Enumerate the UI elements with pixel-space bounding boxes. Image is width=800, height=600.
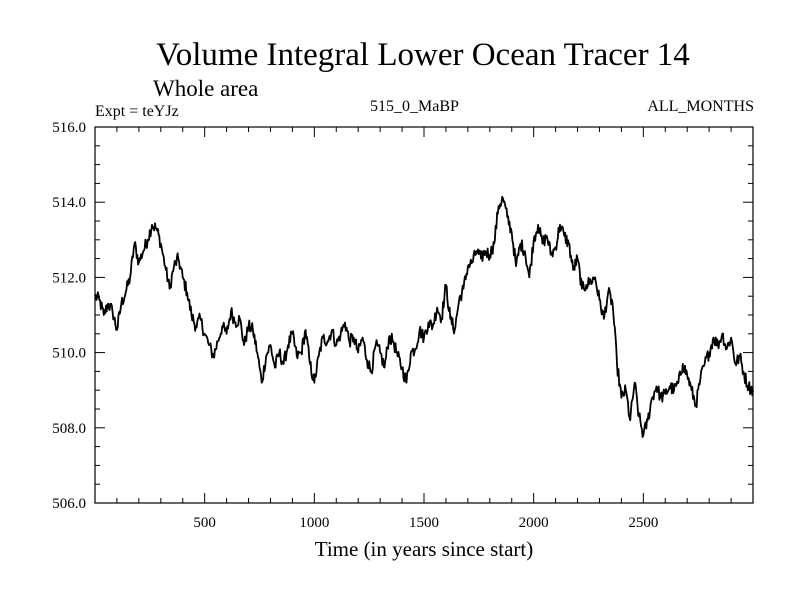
x-tick-label: 2500 bbox=[628, 515, 658, 531]
x-tick-label: 500 bbox=[193, 515, 216, 531]
x-tick-label: 1000 bbox=[299, 515, 329, 531]
period-label: 515_0_MaBP bbox=[370, 98, 459, 115]
y-axis-ticks bbox=[95, 145, 753, 485]
x-axis-tick-labels: 500 1000 1500 2000 2500 bbox=[193, 515, 658, 531]
y-axis-tick-labels: 506.0 508.0 510.0 512.0 514.0 516.0 bbox=[52, 120, 86, 512]
x-axis-label: Time (in years since start) bbox=[315, 537, 534, 561]
experiment-label: Expt = teYJz bbox=[95, 103, 179, 120]
x-tick-label: 1500 bbox=[409, 515, 439, 531]
y-tick-label: 512.0 bbox=[52, 270, 86, 286]
y-tick-label: 508.0 bbox=[52, 421, 86, 437]
chart-title: Volume Integral Lower Ocean Tracer 14 bbox=[156, 37, 690, 73]
y-tick-label: 506.0 bbox=[52, 496, 86, 512]
y-tick-label: 510.0 bbox=[52, 346, 86, 362]
y-tick-label: 514.0 bbox=[52, 195, 86, 211]
months-label: ALL_MONTHS bbox=[647, 98, 754, 115]
x-tick-label: 2000 bbox=[519, 515, 549, 531]
x-axis-ticks bbox=[116, 127, 732, 503]
y-tick-label: 516.0 bbox=[52, 120, 86, 136]
tracer-series-line bbox=[94, 195, 754, 438]
chart-subtitle: Whole area bbox=[153, 76, 258, 101]
